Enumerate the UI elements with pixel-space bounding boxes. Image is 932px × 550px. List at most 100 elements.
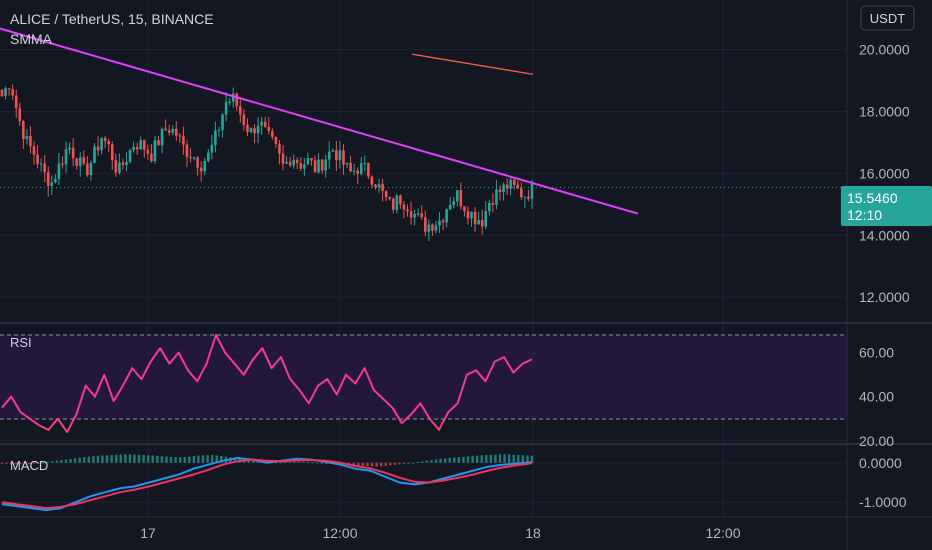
price-candle[interactable] xyxy=(103,135,107,149)
price-candle[interactable] xyxy=(64,141,68,173)
axes[interactable]: 20.0000 18.0000 16.0000 14.0000 12.0000 60.00… xyxy=(140,42,910,541)
price-candle[interactable] xyxy=(57,152,61,185)
price-candle[interactable] xyxy=(71,138,75,167)
price-candle[interactable] xyxy=(75,157,78,170)
price-candle[interactable] xyxy=(189,148,192,163)
price-candle[interactable] xyxy=(374,184,377,190)
price-candle[interactable] xyxy=(409,201,413,225)
price-candle[interactable] xyxy=(96,136,100,156)
price-candle[interactable] xyxy=(142,139,146,158)
price-candle[interactable] xyxy=(100,137,103,155)
price-candle[interactable] xyxy=(456,190,459,207)
price-candle[interactable] xyxy=(0,89,4,97)
price-candle[interactable] xyxy=(150,143,153,163)
price-candle[interactable] xyxy=(495,180,498,210)
smma-indicator-label[interactable]: SMMA xyxy=(10,31,53,47)
price-candle[interactable] xyxy=(114,153,118,177)
price-candle[interactable] xyxy=(274,136,278,148)
price-candle[interactable] xyxy=(381,178,384,202)
price-candle[interactable] xyxy=(207,149,210,163)
macd-line[interactable] xyxy=(1,457,533,512)
price-candle[interactable] xyxy=(384,190,388,201)
price-candle[interactable] xyxy=(288,156,292,168)
price-candle[interactable] xyxy=(488,199,491,216)
price-candle[interactable] xyxy=(54,174,57,184)
price-candle[interactable] xyxy=(239,97,242,123)
price-candle[interactable] xyxy=(352,163,356,176)
price-candle[interactable] xyxy=(228,98,231,106)
price-candle[interactable] xyxy=(46,166,50,197)
rsi-indicator-label[interactable]: RSI xyxy=(10,335,32,350)
price-candle[interactable] xyxy=(39,158,43,172)
rsi-pane[interactable] xyxy=(1,334,533,433)
price-candle[interactable] xyxy=(512,178,516,190)
price-candle[interactable] xyxy=(157,136,160,146)
price-candle[interactable] xyxy=(118,153,121,175)
price-candle[interactable] xyxy=(505,178,509,195)
price-candle[interactable] xyxy=(395,194,399,214)
price-candle[interactable] xyxy=(498,185,502,201)
price-candle[interactable] xyxy=(399,194,402,209)
trendline[interactable] xyxy=(0,0,639,215)
price-candle[interactable] xyxy=(520,182,523,200)
price-candle[interactable] xyxy=(242,108,246,131)
price-candle[interactable] xyxy=(43,154,46,183)
price-candle[interactable] xyxy=(413,210,416,226)
price-candle[interactable] xyxy=(388,196,392,201)
price-candle[interactable] xyxy=(473,207,477,232)
price-candle[interactable] xyxy=(423,210,427,237)
price-candle[interactable] xyxy=(203,158,207,176)
price-candle[interactable] xyxy=(445,208,448,228)
rsi-line[interactable] xyxy=(1,334,533,433)
price-candle[interactable] xyxy=(110,140,114,170)
price-candle[interactable] xyxy=(160,127,164,154)
price-candle[interactable] xyxy=(530,179,534,210)
price-candle[interactable] xyxy=(185,140,189,168)
price-candle[interactable] xyxy=(32,141,36,166)
price-candle[interactable] xyxy=(416,208,420,217)
price-candle[interactable] xyxy=(192,156,196,161)
price-candle[interactable] xyxy=(167,124,171,136)
price-candle[interactable] xyxy=(278,140,281,165)
price-candle[interactable] xyxy=(253,124,256,144)
price-candle[interactable] xyxy=(359,156,363,176)
price-candle[interactable] xyxy=(11,84,14,100)
price-candle[interactable] xyxy=(86,156,89,177)
price-candle[interactable] xyxy=(295,157,299,169)
price-candle[interactable] xyxy=(466,206,470,225)
price-candle[interactable] xyxy=(221,113,224,138)
price-candle[interactable] xyxy=(452,197,456,209)
price-candle[interactable] xyxy=(327,141,331,169)
price-candle[interactable] xyxy=(132,141,135,153)
price-candle[interactable] xyxy=(324,154,327,178)
price-candle[interactable] xyxy=(182,126,185,155)
price-candle[interactable] xyxy=(342,144,345,175)
price-candle[interactable] xyxy=(235,92,239,111)
price-candle[interactable] xyxy=(50,175,54,196)
price-candle[interactable] xyxy=(509,176,512,196)
price-candle[interactable] xyxy=(281,144,285,171)
price-candle[interactable] xyxy=(431,223,434,237)
price-candle[interactable] xyxy=(139,136,143,150)
price-candle[interactable] xyxy=(491,193,495,213)
price-candle[interactable] xyxy=(249,127,253,134)
price-candle[interactable] xyxy=(214,121,217,153)
price-candle[interactable] xyxy=(306,152,310,166)
currency-button[interactable] xyxy=(860,5,915,31)
price-candle[interactable] xyxy=(310,158,313,166)
price-candle[interactable] xyxy=(370,175,374,189)
price-candle[interactable] xyxy=(89,160,93,181)
price-candle[interactable] xyxy=(477,211,480,226)
price-candle[interactable] xyxy=(349,156,352,172)
price-candle[interactable] xyxy=(527,189,530,202)
price-candle[interactable] xyxy=(320,158,324,174)
price-candle[interactable] xyxy=(285,155,288,165)
price-candle[interactable] xyxy=(391,197,395,214)
macd-signal-line[interactable] xyxy=(1,458,533,510)
price-candle[interactable] xyxy=(367,162,370,180)
price-candle[interactable] xyxy=(377,178,381,193)
price-candle[interactable] xyxy=(463,206,466,217)
price-candle[interactable] xyxy=(224,91,228,122)
